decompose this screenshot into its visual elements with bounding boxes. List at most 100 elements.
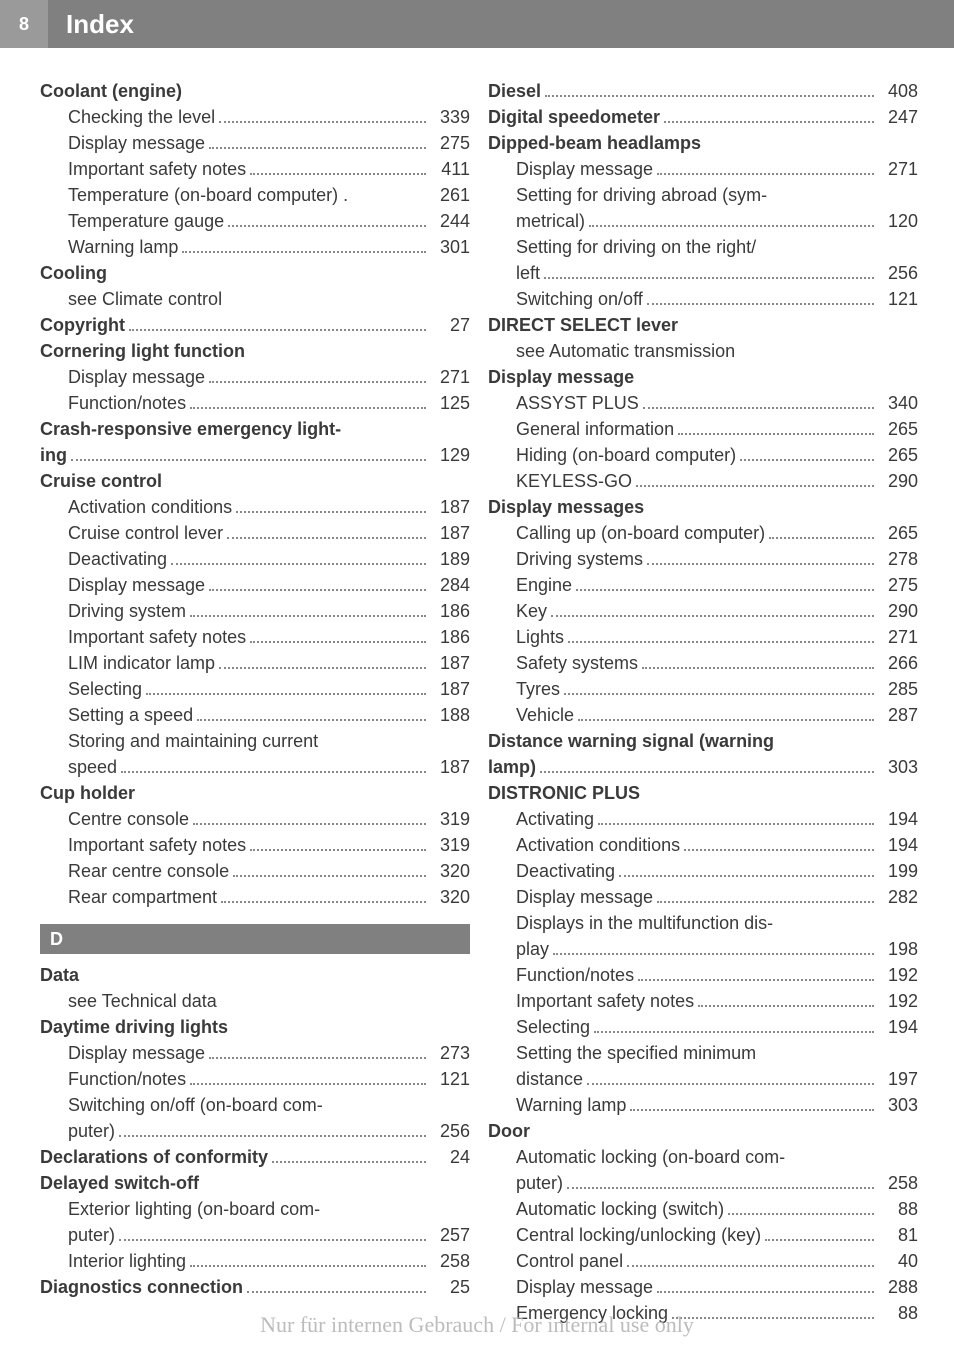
index-heading: Data <box>40 962 470 988</box>
entry-page: 258 <box>878 1170 918 1196</box>
index-entry: Cruise control lever 187 <box>40 520 470 546</box>
index-entry: Declarations of conformity 24 <box>40 1144 470 1170</box>
entry-page: 256 <box>878 260 918 286</box>
index-entry: lamp) 303 <box>488 754 918 780</box>
index-entry: Driving systems 278 <box>488 546 918 572</box>
entry-page: 187 <box>430 754 470 780</box>
index-line: see Climate control <box>40 286 470 312</box>
index-heading: Cornering light function <box>40 338 470 364</box>
entry-page: 275 <box>430 130 470 156</box>
entry-page: 290 <box>878 468 918 494</box>
index-entry: Selecting 187 <box>40 676 470 702</box>
entry-label: Driving systems <box>516 546 643 572</box>
index-entry: Safety systems 266 <box>488 650 918 676</box>
entry-label: Display message <box>516 884 653 910</box>
entry-page: 40 <box>878 1248 918 1274</box>
leader-dots <box>228 211 426 227</box>
entry-label: Display message <box>68 130 205 156</box>
entry-page: 278 <box>878 546 918 572</box>
index-entry: Temperature (on-board computer) . 261 <box>40 182 470 208</box>
leader-dots <box>190 1069 426 1085</box>
index-entry: Automatic locking (switch) 88 <box>488 1196 918 1222</box>
entry-page: 319 <box>430 806 470 832</box>
entry-label: Calling up (on-board computer) <box>516 520 765 546</box>
entry-page: 198 <box>878 936 918 962</box>
entry-page: 266 <box>878 650 918 676</box>
leader-dots <box>657 1277 874 1293</box>
index-entry: Display message 271 <box>40 364 470 390</box>
entry-label: Checking the level <box>68 104 215 130</box>
entry-page: 258 <box>430 1248 470 1274</box>
leader-dots <box>190 601 426 617</box>
index-heading: Delayed switch-off <box>40 1170 470 1196</box>
leader-dots <box>129 315 426 331</box>
index-entry: Digital speedometer 247 <box>488 104 918 130</box>
entry-label: Centre console <box>68 806 189 832</box>
entry-label: Activating <box>516 806 594 832</box>
leader-dots <box>190 393 426 409</box>
entry-page: 340 <box>878 390 918 416</box>
leader-dots <box>578 705 874 721</box>
index-entry: Display message 288 <box>488 1274 918 1300</box>
entry-page: 271 <box>430 364 470 390</box>
index-entry: speed 187 <box>40 754 470 780</box>
index-entry: Selecting 194 <box>488 1014 918 1040</box>
entry-label: Display message <box>68 572 205 598</box>
entry-page: 408 <box>878 78 918 104</box>
entry-page: 121 <box>430 1066 470 1092</box>
entry-label: Temperature gauge <box>68 208 224 234</box>
entry-label: General information <box>516 416 674 442</box>
index-entry: ing 129 <box>40 442 470 468</box>
leader-dots <box>236 497 426 513</box>
leader-dots <box>587 1069 874 1085</box>
index-entry: puter) 257 <box>40 1222 470 1248</box>
entry-label: Important safety notes <box>516 988 694 1014</box>
entry-page: 120 <box>878 208 918 234</box>
entry-label: Declarations of conformity <box>40 1144 268 1170</box>
entry-label: lamp) <box>488 754 536 780</box>
leader-dots <box>576 575 874 591</box>
entry-page: 187 <box>430 676 470 702</box>
entry-page: 265 <box>878 442 918 468</box>
entry-label: distance <box>516 1066 583 1092</box>
entry-page: 301 <box>430 234 470 260</box>
leader-dots <box>219 653 426 669</box>
entry-label: Vehicle <box>516 702 574 728</box>
index-line: Switching on/off (on-board com- <box>40 1092 470 1118</box>
index-entry: Diesel 408 <box>488 78 918 104</box>
entry-label: Important safety notes <box>68 832 246 858</box>
index-entry: Key 290 <box>488 598 918 624</box>
entry-page: 186 <box>430 598 470 624</box>
index-heading: Cruise control <box>40 468 470 494</box>
entry-page: 287 <box>878 702 918 728</box>
entry-page: 187 <box>430 494 470 520</box>
index-entry: Lights 271 <box>488 624 918 650</box>
page-title: Index <box>66 9 134 40</box>
leader-dots <box>272 1147 426 1163</box>
entry-label: Rear centre console <box>68 858 229 884</box>
entry-page: 273 <box>430 1040 470 1066</box>
index-entry: Display message 284 <box>40 572 470 598</box>
leader-dots <box>698 991 874 1007</box>
entry-page: 290 <box>878 598 918 624</box>
leader-dots <box>227 523 426 539</box>
index-entry: Vehicle 287 <box>488 702 918 728</box>
entry-page: 257 <box>430 1222 470 1248</box>
entry-label: Tyres <box>516 676 560 702</box>
entry-label: Selecting <box>516 1014 590 1040</box>
index-heading: DISTRONIC PLUS <box>488 780 918 806</box>
leader-dots <box>209 367 426 383</box>
entry-label: Digital speedometer <box>488 104 660 130</box>
index-entry: Warning lamp 303 <box>488 1092 918 1118</box>
index-entry: Display message 282 <box>488 884 918 910</box>
entry-label: metrical) <box>516 208 585 234</box>
entry-page: 188 <box>430 702 470 728</box>
index-entry: Engine 275 <box>488 572 918 598</box>
entry-page: 88 <box>878 1196 918 1222</box>
index-entry: Centre console 319 <box>40 806 470 832</box>
index-entry: distance 197 <box>488 1066 918 1092</box>
index-entry: Copyright 27 <box>40 312 470 338</box>
index-entry: Tyres 285 <box>488 676 918 702</box>
leader-dots <box>233 861 426 877</box>
entry-label: Rear compartment <box>68 884 217 910</box>
